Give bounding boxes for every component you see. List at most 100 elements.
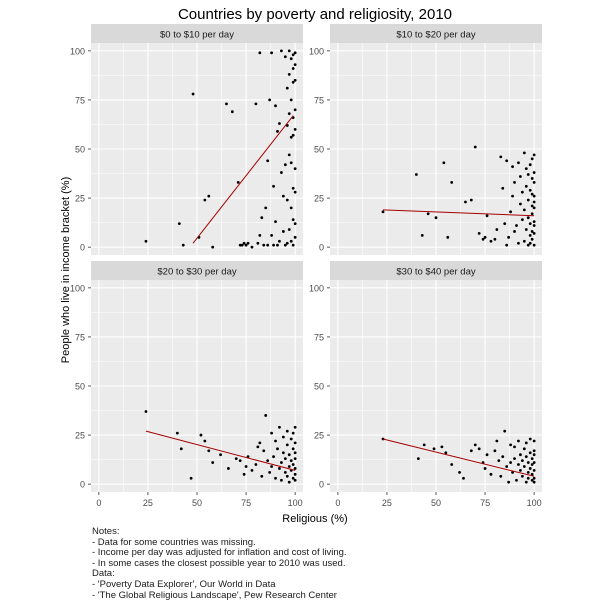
data-point <box>507 480 511 484</box>
y-tick-label: 100 <box>70 283 85 293</box>
data-point <box>519 202 522 206</box>
data-point <box>501 455 505 459</box>
data-point <box>230 110 234 114</box>
y-tick-label: 75 <box>75 332 85 342</box>
data-point <box>526 216 530 220</box>
data-point <box>181 243 185 247</box>
data-point <box>420 233 424 237</box>
y-tick-label: 75 <box>314 332 324 342</box>
data-point <box>469 198 473 202</box>
data-point <box>270 465 273 468</box>
data-point <box>291 133 295 137</box>
data-point <box>434 216 438 220</box>
data-point <box>293 222 297 225</box>
data-point <box>278 467 281 470</box>
data-point <box>499 474 503 478</box>
x-tick-label: 50 <box>192 498 202 508</box>
y-axis-label: People who live in income bracket (%) <box>60 177 72 363</box>
data-point <box>483 235 487 239</box>
x-tick-label: 0 <box>335 498 340 508</box>
data-point <box>528 467 532 470</box>
data-point <box>285 241 289 245</box>
data-point <box>238 459 242 462</box>
data-point <box>532 153 536 157</box>
data-point <box>517 241 520 245</box>
x-tick-label: 50 <box>431 498 441 508</box>
data-point <box>280 478 283 482</box>
data-point <box>280 461 283 464</box>
facet-strip-label: $0 to $10 per day <box>160 30 234 41</box>
data-point <box>522 208 526 212</box>
data-point <box>416 457 420 461</box>
data-point <box>440 445 444 449</box>
y-tick-label: 75 <box>314 95 324 105</box>
data-point <box>291 447 295 451</box>
data-point <box>485 453 489 457</box>
data-point <box>528 233 532 237</box>
data-point <box>283 163 287 167</box>
data-point <box>287 453 291 457</box>
data-point <box>207 194 211 198</box>
note-line: - Income per day was adjusted for inflat… <box>92 547 347 559</box>
data-point <box>532 232 536 235</box>
data-point <box>287 480 291 484</box>
data-point <box>266 459 270 462</box>
data-point <box>289 135 293 139</box>
data-point <box>530 212 534 216</box>
data-point <box>509 461 512 464</box>
data-point <box>268 470 272 474</box>
data-point <box>293 108 297 112</box>
facet-strip <box>91 24 303 43</box>
data-point <box>285 443 289 447</box>
data-point <box>244 465 248 468</box>
data-point <box>278 239 281 243</box>
data-point <box>264 206 268 210</box>
data-point <box>254 463 258 466</box>
data-point <box>291 431 295 435</box>
data-point <box>289 459 293 462</box>
data-point <box>522 151 526 155</box>
data-point <box>291 67 295 70</box>
facet-strip-label: $10 to $20 per day <box>396 30 475 41</box>
data-point <box>281 451 285 455</box>
x-tick-label: 75 <box>241 498 251 508</box>
data-point <box>477 447 481 451</box>
data-point <box>287 153 291 157</box>
data-point <box>432 447 436 451</box>
data-point <box>519 175 522 178</box>
data-point <box>242 241 246 245</box>
data-point <box>293 190 297 194</box>
data-point <box>473 443 477 447</box>
data-point <box>189 476 193 480</box>
y-tick-label: 0 <box>80 480 85 490</box>
data-point <box>503 429 507 433</box>
data-point <box>272 184 275 188</box>
data-point <box>520 190 524 194</box>
facet-strip-label: $20 to $30 per day <box>157 267 236 278</box>
data-point <box>287 465 291 468</box>
data-point <box>203 439 207 443</box>
y-tick-label: 50 <box>314 382 324 392</box>
data-point <box>519 469 522 472</box>
data-point <box>522 447 526 451</box>
data-point <box>477 232 481 235</box>
note-line: - In some cases the closest possible yea… <box>92 557 346 569</box>
data-point <box>530 463 534 466</box>
data-point <box>497 459 501 462</box>
trend-line <box>192 115 294 244</box>
data-point <box>293 472 297 476</box>
data-point <box>291 53 295 57</box>
data-point <box>289 98 293 102</box>
data-point <box>526 470 530 474</box>
data-point <box>493 237 497 241</box>
chart-title: Countries by poverty and religiosity, 20… <box>178 6 452 23</box>
data-point <box>258 441 262 445</box>
data-point <box>260 216 264 220</box>
data-point <box>495 439 499 443</box>
data-point <box>530 472 534 476</box>
y-tick-label: 100 <box>70 46 85 56</box>
data-point <box>264 414 268 417</box>
data-point <box>256 445 260 449</box>
data-point <box>530 157 534 161</box>
data-point <box>513 180 516 184</box>
